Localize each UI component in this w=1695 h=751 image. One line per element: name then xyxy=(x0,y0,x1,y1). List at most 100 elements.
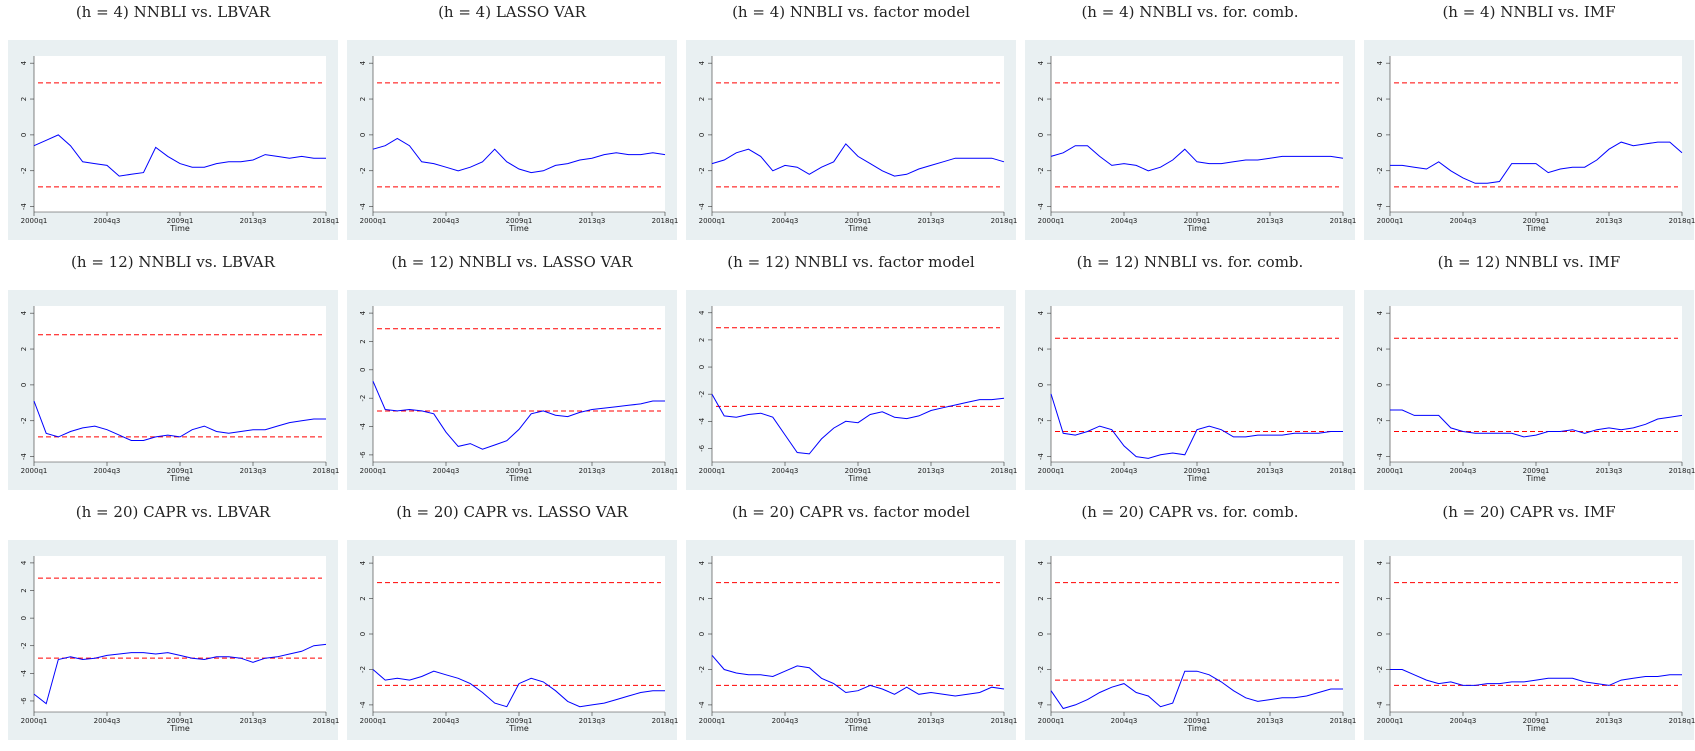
y-tick-label: 2 xyxy=(20,347,28,351)
series-line xyxy=(711,143,1005,177)
y-tick-label: -2 xyxy=(20,642,28,649)
y-tick-label: 2 xyxy=(20,97,28,101)
x-tick-label: 2000q1 xyxy=(1377,467,1404,475)
series-line xyxy=(372,137,666,174)
x-tick-label: 2018q1 xyxy=(652,217,679,225)
x-axis-label: Time xyxy=(1186,224,1207,233)
y-tick-label: 4 xyxy=(698,560,706,565)
y-tick-label: 4 xyxy=(359,60,367,65)
x-tick-label: 2009q1 xyxy=(845,467,872,475)
plot-area xyxy=(712,56,1004,212)
x-tick-label: 2000q1 xyxy=(21,467,48,475)
y-tick-label: 0 xyxy=(359,632,367,636)
x-tick-label: 2013q3 xyxy=(579,467,606,475)
chart-title: (h = 4) NNBLI vs. factor model xyxy=(732,3,970,21)
x-tick-label: 2013q3 xyxy=(1257,217,1284,225)
y-tick-label: 4 xyxy=(1376,60,1384,65)
x-axis-label: Time xyxy=(1186,474,1207,483)
y-tick-label: -4 xyxy=(20,669,28,677)
y-tick-label: 4 xyxy=(1037,60,1045,65)
x-tick-label: 2004q3 xyxy=(94,717,121,725)
y-tick-label: 4 xyxy=(698,310,706,315)
x-tick-label: 2000q1 xyxy=(1038,467,1065,475)
y-tick-label: -4 xyxy=(359,701,367,709)
y-tick-label: 2 xyxy=(20,588,28,592)
x-tick-label: 2018q1 xyxy=(1669,717,1695,725)
x-axis-label: Time xyxy=(1186,724,1207,733)
x-tick-label: 2004q3 xyxy=(1450,467,1477,475)
series-line xyxy=(33,134,326,177)
chart-title: (h = 12) NNBLI vs. LBVAR xyxy=(71,253,276,271)
x-tick-label: 2004q3 xyxy=(772,467,799,475)
panel: (h = 12) NNBLI vs. IMF Time -4 -2 0 2 4 2000q1 2… xyxy=(1364,253,1695,490)
x-tick-label: 2013q3 xyxy=(1596,217,1623,225)
x-tick-label: 2018q1 xyxy=(313,467,340,475)
x-tick-label: 2004q3 xyxy=(772,717,799,725)
y-tick-label: 2 xyxy=(698,596,706,600)
x-tick-label: 2000q1 xyxy=(699,217,726,225)
y-tick-label: -4 xyxy=(359,203,367,211)
series-line xyxy=(372,381,665,450)
x-tick-label: 2013q3 xyxy=(1596,717,1623,725)
x-tick-label: 2009q1 xyxy=(1523,467,1550,475)
y-tick-label: -4 xyxy=(20,453,28,461)
y-tick-label: 2 xyxy=(1376,596,1384,600)
x-tick-label: 2013q3 xyxy=(1257,467,1284,475)
plot-area xyxy=(1390,56,1682,212)
series-line xyxy=(1050,393,1343,459)
x-tick-label: 2004q3 xyxy=(1111,467,1138,475)
x-tick-label: 2018q1 xyxy=(1330,467,1357,475)
y-tick-label: 4 xyxy=(1037,310,1045,315)
x-tick-label: 2013q3 xyxy=(1596,467,1623,475)
y-tick-label: 4 xyxy=(1376,560,1384,565)
plot-area xyxy=(712,306,1004,462)
chart-title: (h = 20) CAPR vs. LASSO VAR xyxy=(396,503,628,521)
x-tick-label: 2009q1 xyxy=(1184,467,1211,475)
y-tick-label: 4 xyxy=(1376,310,1384,315)
x-tick-label: 2009q1 xyxy=(506,217,533,225)
series-line xyxy=(372,669,665,708)
y-tick-label: -6 xyxy=(698,444,706,452)
chart-title: (h = 4) NNBLI vs. for. comb. xyxy=(1081,3,1298,21)
series-line xyxy=(33,643,327,705)
plot-area xyxy=(1390,556,1682,712)
panel: (h = 20) CAPR vs. for. comb. Time -4 -2 0 2 4 2… xyxy=(1025,503,1356,740)
series-line xyxy=(711,654,1005,697)
x-tick-label: 2018q1 xyxy=(652,717,679,725)
series-line xyxy=(1390,409,1683,438)
x-tick-label: 2004q3 xyxy=(772,217,799,225)
x-tick-label: 2018q1 xyxy=(1669,217,1695,225)
x-tick-label: 2004q3 xyxy=(433,217,460,225)
panel: (h = 4) NNBLI vs. LBVAR Time -4 -2 0 2 4 2000q1… xyxy=(8,3,339,240)
x-tick-label: 2013q3 xyxy=(918,717,945,725)
x-tick-label: 2000q1 xyxy=(1377,217,1404,225)
y-tick-label: 4 xyxy=(359,310,367,315)
panel: (h = 12) NNBLI vs. LBVAR Time -4 -2 0 2 4 2000q… xyxy=(8,253,339,490)
y-tick-label: 0 xyxy=(1037,133,1045,137)
y-tick-label: 4 xyxy=(359,560,367,565)
y-tick-label: 4 xyxy=(20,60,28,65)
plot-area xyxy=(34,556,326,712)
panel: (h = 4) LASSO VAR Time -4 -2 0 2 4 2000q1 2004q3… xyxy=(347,3,678,240)
panel: (h = 4) NNBLI vs. factor model Time -4 -2 0 2… xyxy=(686,3,1017,240)
series-line xyxy=(1390,669,1682,686)
x-tick-label: 2009q1 xyxy=(1184,717,1211,725)
y-tick-label: 0 xyxy=(698,365,706,369)
x-tick-label: 2013q3 xyxy=(240,717,267,725)
x-tick-label: 2000q1 xyxy=(360,717,387,725)
x-tick-label: 2018q1 xyxy=(1330,217,1357,225)
x-tick-label: 2013q3 xyxy=(918,217,945,225)
chart-title: (h = 20) CAPR vs. LBVAR xyxy=(76,503,271,521)
x-tick-label: 2000q1 xyxy=(21,717,48,725)
y-tick-label: 4 xyxy=(698,60,706,65)
plot-area xyxy=(1051,306,1343,462)
y-tick-label: -4 xyxy=(698,701,706,709)
y-tick-label: -2 xyxy=(1376,167,1384,174)
y-tick-label: -2 xyxy=(20,417,28,424)
x-tick-label: 2013q3 xyxy=(918,467,945,475)
panel: (h = 20) CAPR vs. factor model Time -4 -2 0 2… xyxy=(686,503,1017,740)
x-tick-label: 2013q3 xyxy=(240,217,267,225)
series-line xyxy=(33,400,326,441)
x-tick-label: 2009q1 xyxy=(845,717,872,725)
x-axis-label: Time xyxy=(847,474,868,483)
